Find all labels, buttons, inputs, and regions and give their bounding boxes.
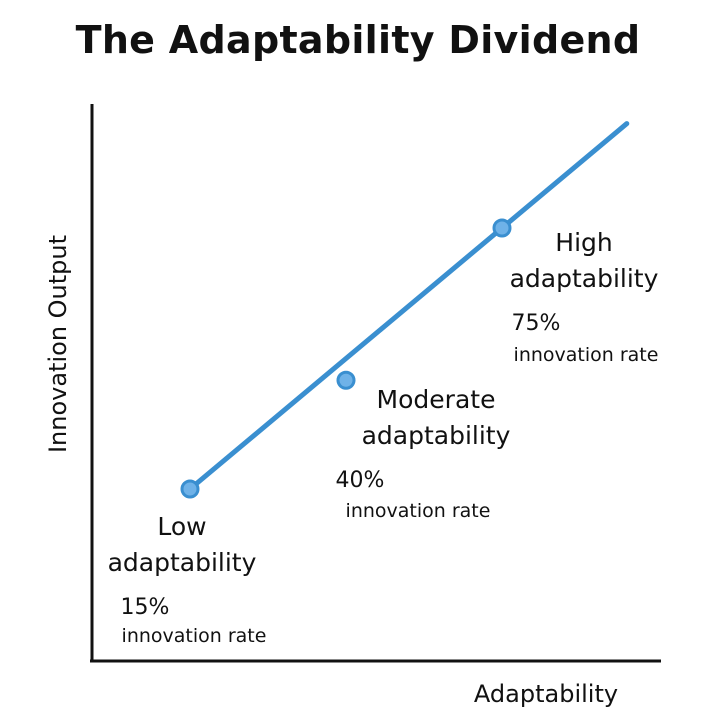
data-point-2[interactable] <box>336 370 356 390</box>
point-label-1-line-2: adaptability <box>108 548 257 577</box>
point-caption-3: innovation rate <box>514 344 659 366</box>
chart-title: The Adaptability Dividend <box>75 18 641 62</box>
point-label-2-line-2: adaptability <box>362 421 511 450</box>
series-line <box>187 121 630 492</box>
point-caption-1: innovation rate <box>122 625 267 647</box>
point-value-3: 75% <box>512 311 561 336</box>
data-point-3[interactable] <box>492 218 512 238</box>
data-point-1[interactable] <box>180 479 200 499</box>
point-caption-2: innovation rate <box>346 500 491 522</box>
point-value-1: 15% <box>121 595 170 620</box>
point-label-2-line-1: Moderate <box>377 385 496 414</box>
x-axis-label: Adaptability <box>474 680 618 708</box>
y-axis-label: Innovation Output <box>44 235 72 453</box>
point-label-3-line-2: adaptability <box>510 264 659 293</box>
point-value-2: 40% <box>336 468 385 493</box>
point-label-3-line-1: High <box>555 228 612 257</box>
series-layer: Low adaptability 15% innovation rate Moderat… <box>108 121 659 647</box>
point-label-1-line-1: Low <box>157 512 206 541</box>
